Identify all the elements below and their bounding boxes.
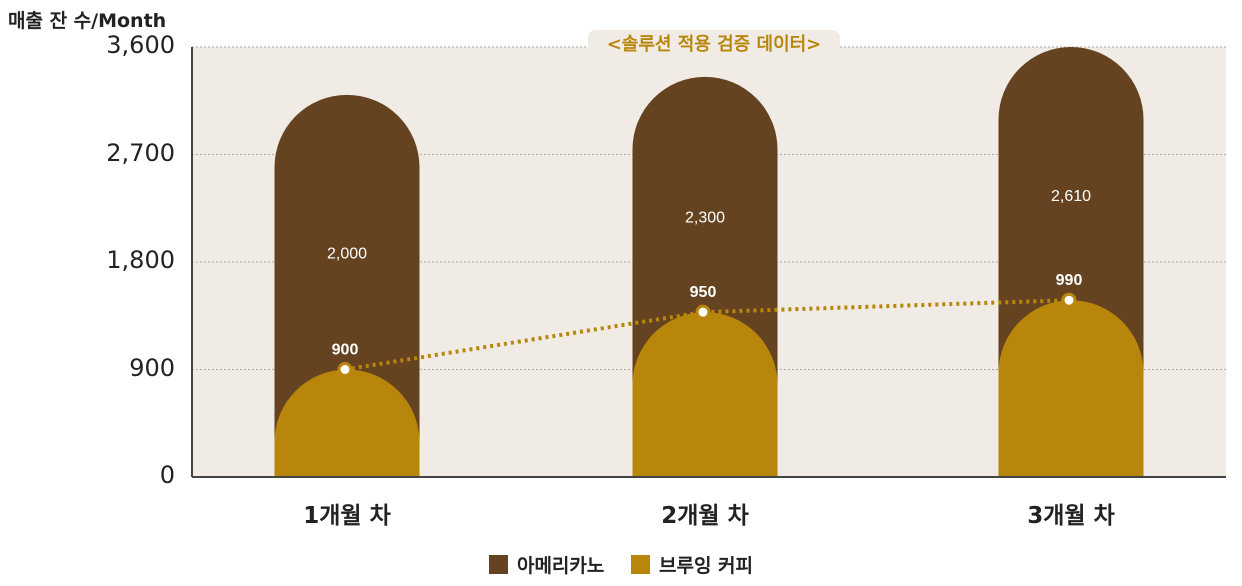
line-brewing-trend [344, 298, 1070, 372]
line-point-brewing-2 [695, 304, 711, 320]
legend-swatch-americano [488, 555, 508, 574]
data-label-brewing-1: 900 [332, 342, 359, 359]
legend: 아메리카노 브루잉 커피 [0, 551, 1242, 579]
y-tick-4: 3,600 [106, 31, 175, 59]
bar-brewing-1 [274, 369, 420, 477]
x-category-1: 1개월 차 [303, 503, 391, 529]
legend-item-americano: 아메리카노 [488, 551, 605, 578]
data-label-brewing-2: 950 [690, 284, 717, 301]
legend-label-americano: 아메리카노 [516, 555, 605, 577]
data-label-americano-2: 2,300 [685, 210, 725, 227]
bar-brewing-3 [998, 300, 1144, 477]
y-tick-1: 900 [129, 353, 175, 382]
line-point-brewing-1 [337, 362, 353, 377]
y-tick-3: 2,700 [106, 138, 175, 167]
legend-swatch-brewing-coffee [631, 555, 650, 574]
x-category-3: 3개월 차 [1027, 503, 1115, 529]
line-point-brewing-3 [1061, 292, 1077, 308]
y-tick-2: 1,800 [106, 246, 175, 274]
y-tick-0: 0 [159, 461, 175, 489]
legend-label-brewing-coffee: 브루잉 커피 [659, 555, 754, 577]
data-label-americano-3: 2,610 [1051, 188, 1091, 205]
bar-brewing-2 [632, 312, 778, 477]
legend-item-brewing-coffee: 브루잉 커피 [631, 551, 753, 578]
data-label-brewing-3: 990 [1056, 272, 1083, 289]
data-label-americano-1: 2,000 [327, 245, 367, 262]
chart-title: <솔루션 적용 검증 데이터> [607, 34, 822, 55]
x-category-2: 2개월 차 [661, 503, 749, 529]
chart-title-background [588, 30, 840, 58]
y-axis-title: 매출 잔 수/Month [8, 10, 167, 32]
